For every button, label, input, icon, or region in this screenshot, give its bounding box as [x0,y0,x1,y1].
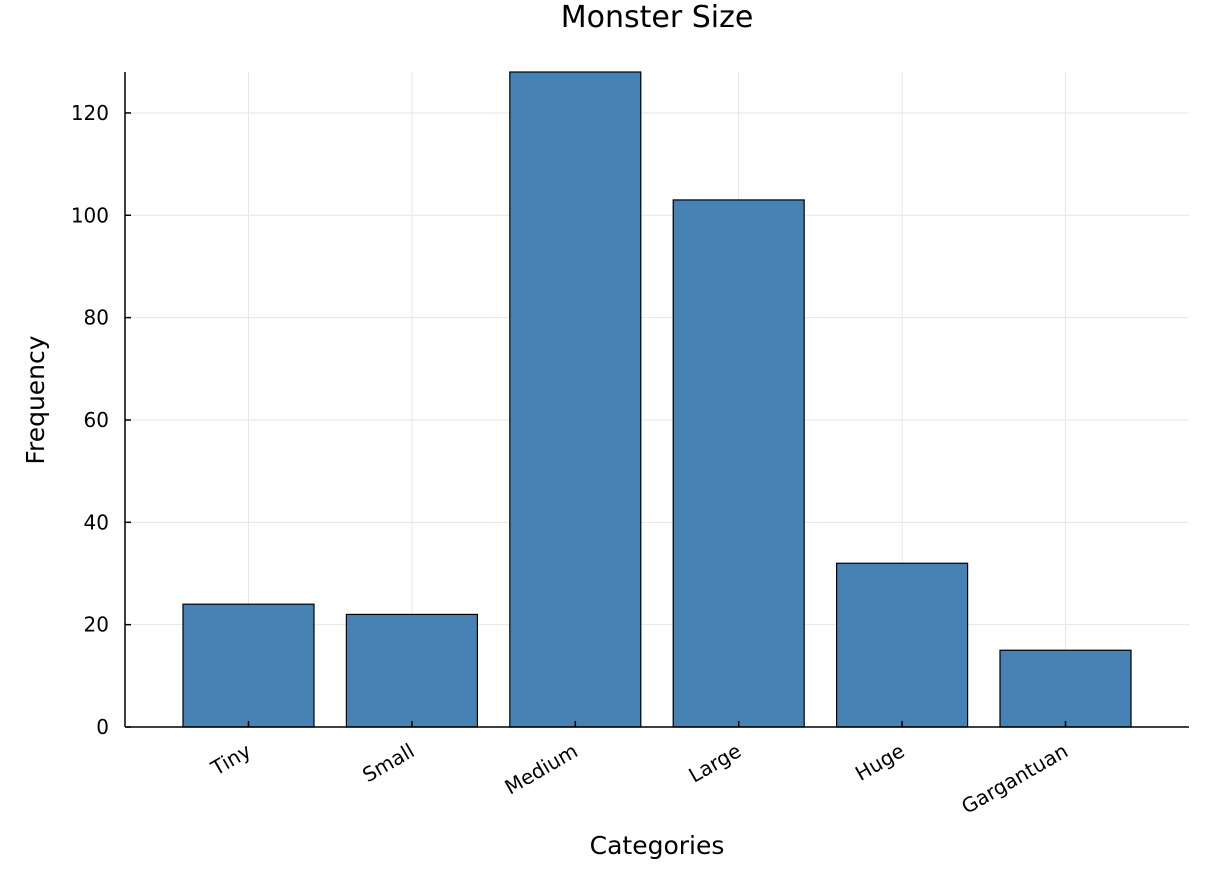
x-tick-label: Small [358,739,418,788]
y-tick-label: 20 [84,613,109,637]
x-tick-label: Tiny [206,738,255,780]
y-tick-label: 120 [71,101,109,125]
bar-large [672,199,805,728]
bar-gargantuan [999,649,1132,728]
x-tick-label: Huge [851,739,909,786]
y-tick-label: 100 [71,203,109,227]
x-tick-label: Gargantuan [957,739,1072,819]
y-tick-label: 60 [84,408,109,432]
chart-title: Monster Size [561,0,754,35]
y-axis-label: Frequency [21,335,50,464]
x-axis-ticks: Tiny Small Medium Large Huge Gargantuan [206,721,1072,819]
y-tick-label: 40 [84,510,109,534]
x-tick-label: Large [684,739,745,788]
bar-huge [835,562,969,728]
x-axis-label: Categories [590,831,725,860]
bar-medium [509,71,642,728]
y-axis-ticks: 0 20 40 60 80 100 120 [71,101,131,739]
y-tick-label: 0 [96,715,109,739]
bar-small [345,613,478,728]
y-tick-label: 80 [84,306,109,330]
bars [182,71,1132,728]
x-tick-label: Medium [501,739,582,800]
bar-tiny [182,603,315,728]
